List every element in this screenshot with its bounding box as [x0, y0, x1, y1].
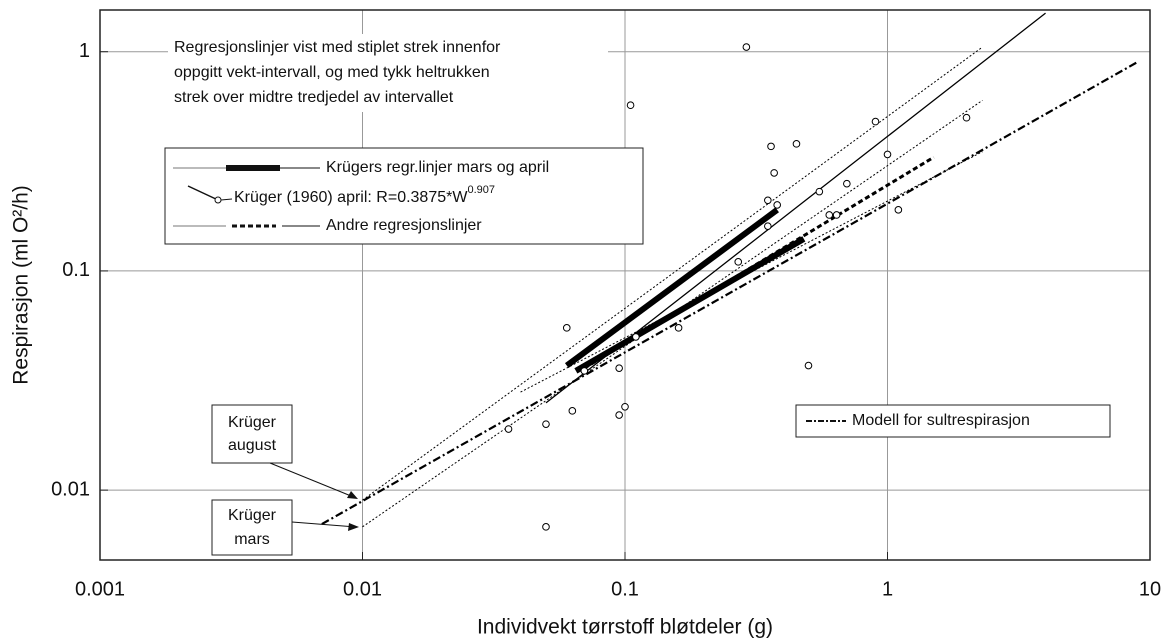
point: [734, 258, 743, 266]
point: [742, 43, 751, 51]
callout-text: Krüger: [228, 414, 277, 431]
legend-swatch: [187, 185, 219, 201]
point: [764, 222, 772, 230]
y-tick-label: 1: [79, 40, 90, 62]
point: [825, 211, 834, 219]
point: [770, 169, 778, 177]
point: [883, 150, 892, 159]
legend-label-main: Krüger (1960) april: R=0.3875*W: [234, 189, 468, 206]
annotation-line: oppgitt vekt-intervall, og med tykk helt…: [174, 64, 490, 81]
point: [621, 402, 629, 411]
callout-arrow: [291, 521, 357, 528]
point: [815, 187, 824, 196]
legend-label: Andre regresjonslinjer: [326, 217, 482, 234]
annotation-line: Regresjonslinjer vist med stiplet strek …: [174, 39, 501, 56]
point: [832, 211, 841, 219]
point: [767, 142, 775, 151]
y-axis-label: Respirasjon (ml O²/h): [10, 185, 33, 385]
legend-swatch: [214, 196, 222, 204]
legend-box: [164, 147, 644, 245]
legend-label: Krüger (1960) april: R=0.3875*W0.907: [234, 184, 495, 206]
x-tick-label: 10: [1139, 578, 1161, 600]
point: [773, 201, 781, 209]
legend-swatch: [220, 198, 233, 201]
point: [542, 420, 550, 428]
callout-text: mars: [234, 531, 270, 548]
point: [843, 179, 851, 188]
callout-arrowhead: [348, 523, 359, 531]
legend2: Modell for sultrespirasjon: [795, 404, 1111, 438]
callout-box: [211, 499, 293, 556]
point: [632, 333, 640, 341]
point: [615, 411, 623, 419]
point: [894, 206, 903, 214]
point: [626, 101, 635, 110]
point: [580, 367, 589, 375]
point: [804, 361, 813, 370]
callout-arrow: [269, 462, 357, 499]
x-tick-label: 0.01: [343, 578, 382, 600]
regression-line: [362, 99, 983, 528]
points: [504, 43, 971, 531]
lines: [321, 12, 1139, 528]
callout-text: august: [228, 437, 277, 454]
x-tick-label: 0.1: [611, 578, 639, 600]
y-tick-label: 0.01: [51, 478, 90, 500]
legend-label-sup: 0.907: [467, 184, 495, 196]
point: [504, 425, 513, 433]
annotation: Regresjonslinjer vist med stiplet strek …: [168, 34, 608, 112]
annotation-line: strek over midtre tredjedel av intervall…: [174, 89, 454, 106]
point: [674, 324, 683, 332]
point: [542, 523, 550, 531]
callout-arrowhead: [347, 491, 358, 499]
x-axis-label: Individvekt tørrstoff bløtdeler (g): [477, 616, 773, 639]
point: [962, 113, 971, 122]
point: [764, 196, 772, 205]
callout-box: [211, 404, 293, 464]
point: [615, 364, 623, 372]
annotation-bg: [168, 34, 608, 112]
legend-label: Krügers regr.linjer mars og april: [326, 159, 549, 176]
point: [568, 407, 577, 415]
x-tick-label: 0.001: [75, 578, 125, 600]
legend-box: [795, 404, 1111, 438]
point: [562, 324, 571, 332]
callouts: Krüger august Krüger mars: [211, 404, 359, 556]
regression-line: [321, 60, 1139, 526]
regression-line: [520, 151, 983, 393]
legend: Krügers regr.linjer mars og april Krüger…: [164, 147, 644, 245]
regression-line: [545, 12, 1046, 404]
x-tick-label: 1: [882, 578, 893, 600]
regression-line: [564, 207, 779, 368]
regression-line: [583, 155, 935, 370]
y-tick-label: 0.1: [62, 259, 90, 281]
point: [871, 117, 880, 126]
point: [792, 140, 801, 148]
callout-text: Krüger: [228, 507, 277, 524]
legend-label: Modell for sultrespirasjon: [852, 412, 1030, 429]
